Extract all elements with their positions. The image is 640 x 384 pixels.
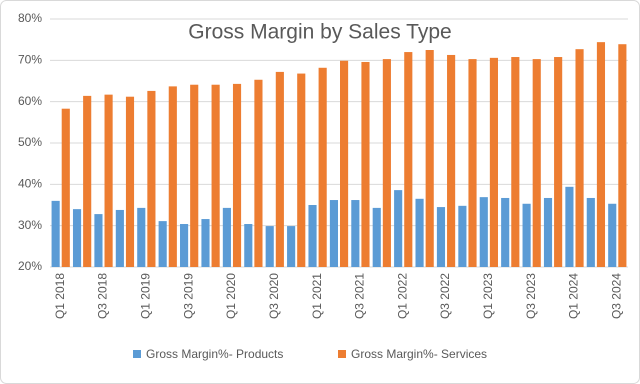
x-tick-label: Q3 2020 xyxy=(267,273,281,319)
x-tick-label: Q1 2023 xyxy=(481,273,495,319)
bar xyxy=(94,214,103,267)
y-tick-label: 60% xyxy=(18,94,42,108)
bar xyxy=(394,190,403,267)
bar xyxy=(404,52,413,267)
bar xyxy=(180,224,189,267)
x-tick-label: Q1 2021 xyxy=(310,273,324,319)
bar xyxy=(244,224,253,267)
bar xyxy=(72,209,82,267)
bar xyxy=(447,54,456,268)
x-tick-label: Q1 2024 xyxy=(567,273,581,319)
bar xyxy=(340,60,349,267)
y-tick-label: 70% xyxy=(18,53,42,67)
bar xyxy=(382,59,391,267)
bar xyxy=(83,95,92,267)
bar xyxy=(565,186,574,267)
bar xyxy=(275,71,284,267)
bar xyxy=(489,57,498,267)
bar xyxy=(265,226,274,267)
bar xyxy=(254,79,263,267)
bar xyxy=(618,44,627,267)
bar xyxy=(158,221,167,267)
bar xyxy=(425,50,434,267)
legend-label: Gross Margin%- Products xyxy=(146,347,283,361)
y-tick-label: 40% xyxy=(18,177,42,191)
y-tick-label: 80% xyxy=(18,11,42,25)
legend-swatch xyxy=(338,350,346,358)
bar xyxy=(329,200,338,267)
bar xyxy=(596,42,606,267)
bar xyxy=(608,203,617,267)
bar xyxy=(125,96,135,267)
legend-label: Gross Margin%- Services xyxy=(351,347,487,361)
bar xyxy=(308,205,317,267)
x-tick-label: Q3 2018 xyxy=(96,273,110,319)
bar xyxy=(115,209,124,267)
bar xyxy=(287,226,296,267)
bar xyxy=(586,197,595,267)
y-tick-label: 30% xyxy=(18,218,42,232)
bar xyxy=(522,203,531,267)
bar xyxy=(201,219,210,267)
y-tick-label: 50% xyxy=(18,135,42,149)
bar xyxy=(575,49,584,267)
x-tick-label: Q1 2022 xyxy=(395,273,409,319)
x-tick-label: Q3 2023 xyxy=(524,273,538,319)
bar xyxy=(61,108,70,268)
bar xyxy=(458,205,467,267)
bar xyxy=(468,59,477,267)
bar xyxy=(318,67,327,267)
x-tick-label: Q3 2024 xyxy=(609,273,623,319)
bar xyxy=(190,84,199,267)
bar xyxy=(554,57,563,267)
x-tick-label: Q1 2018 xyxy=(53,273,67,319)
bar xyxy=(222,207,231,267)
bar xyxy=(372,207,381,267)
x-tick-label: Q3 2019 xyxy=(181,273,195,319)
bar xyxy=(147,90,156,267)
bar xyxy=(415,198,424,267)
bar xyxy=(479,197,488,267)
y-tick-label: 20% xyxy=(18,259,42,273)
bar xyxy=(543,197,553,267)
x-tick-label: Q3 2022 xyxy=(438,273,452,319)
bar xyxy=(232,83,242,267)
bar xyxy=(532,59,541,267)
x-tick-label: Q1 2019 xyxy=(139,273,153,319)
x-tick-label: Q3 2021 xyxy=(353,273,367,319)
bar xyxy=(104,94,113,267)
bar xyxy=(511,57,520,267)
bar xyxy=(211,84,220,267)
x-tick-label: Q1 2020 xyxy=(224,273,238,319)
bar xyxy=(297,73,306,267)
bar xyxy=(351,200,360,267)
legend-swatch xyxy=(133,350,141,358)
bar xyxy=(137,207,146,267)
bar xyxy=(361,61,370,268)
bar xyxy=(436,207,446,267)
bar xyxy=(168,86,177,267)
bar xyxy=(501,197,510,267)
chart-title: Gross Margin by Sales Type xyxy=(188,21,451,44)
bar xyxy=(51,200,60,267)
